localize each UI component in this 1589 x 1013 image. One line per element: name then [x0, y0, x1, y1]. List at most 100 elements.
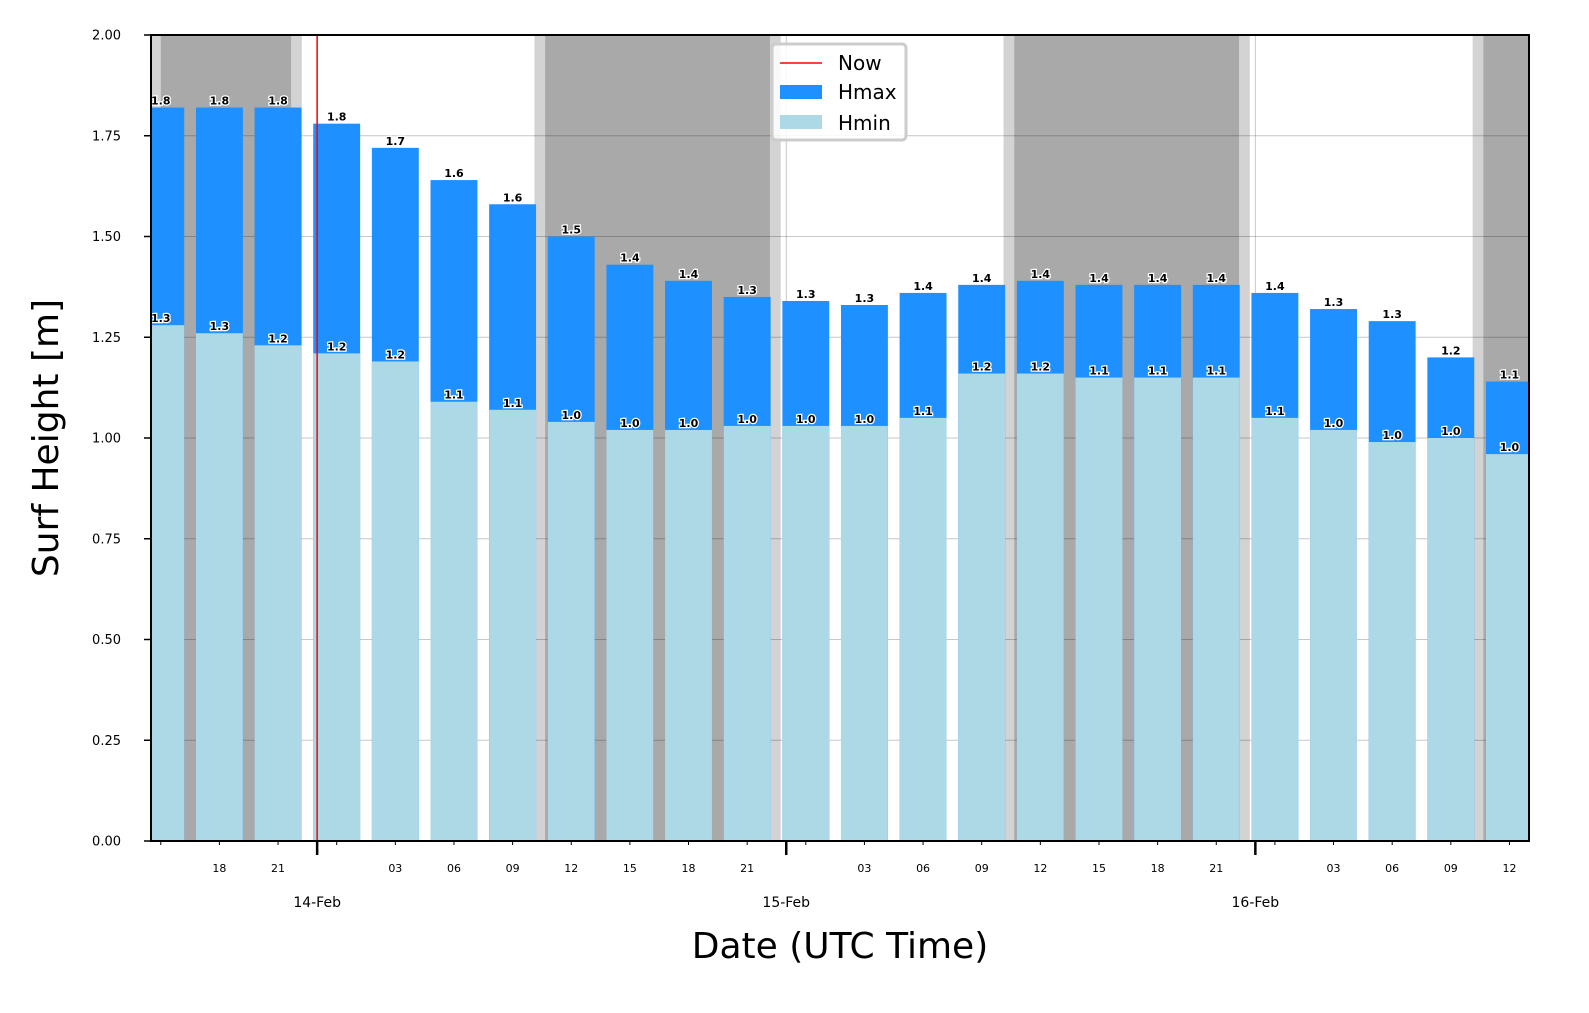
hmin-bar [1368, 442, 1416, 841]
hmin-bar [606, 429, 654, 841]
y-ticks-layer: 0.00 0.25 0.50 0.75 1.00 1.25 1.50 1.75 2.00 [92, 29, 151, 850]
hmin-value-label: 1.2 [1031, 361, 1051, 374]
bars-layer [151, 107, 1529, 842]
hmin-bar [1427, 438, 1475, 841]
hmin-value-label: 1.0 [1324, 417, 1344, 430]
x-date-label: 14-Feb [293, 895, 341, 911]
hmin-bar [430, 401, 478, 841]
hmin-bar [840, 425, 888, 841]
x-hour-label: 09 [1444, 862, 1458, 875]
hmax-value-label: 1.1 [1500, 369, 1520, 382]
hmax-value-label: 1.4 [620, 252, 640, 265]
hmin-bar [958, 373, 1006, 841]
hmax-value-label: 1.6 [444, 167, 464, 180]
hmin-bar [665, 429, 712, 841]
bar-labels-layer: 1.8 1.3 1.8 1.3 1.8 1.2 1.8 1.2 1.7 1.2 1.6 1.1 1.6 1… [150, 93, 1521, 455]
hmax-value-label: 1.8 [151, 95, 171, 108]
hmax-value-label: 1.4 [1089, 272, 1109, 285]
hmin-bar [1075, 377, 1123, 841]
hmin-value-label: 1.0 [737, 413, 757, 426]
x-date-label: 16-Feb [1232, 895, 1280, 911]
x-hour-label: 06 [916, 862, 930, 875]
hmax-value-label: 1.4 [1207, 272, 1227, 285]
hmin-bar [151, 325, 185, 841]
y-tick-label: 0.00 [92, 835, 121, 850]
hmin-bar [1016, 373, 1064, 841]
hmin-value-label: 1.2 [268, 332, 288, 345]
y-tick-label: 0.50 [92, 633, 121, 648]
legend-hmin-swatch [780, 115, 822, 129]
hmax-value-label: 1.3 [1324, 296, 1344, 309]
x-hour-label: 09 [975, 862, 989, 875]
hmin-value-label: 1.2 [972, 361, 992, 374]
hmin-bar [1251, 417, 1299, 841]
x-date-label: 15-Feb [762, 895, 810, 911]
legend: Now Hmax Hmin [770, 42, 908, 142]
hmax-value-label: 1.7 [386, 135, 406, 148]
y-tick-label: 1.75 [92, 129, 121, 144]
hmin-bar [899, 417, 947, 841]
x-ticks-layer: 18 21 03 06 09 12 15 18 21 03 06 09 12 15 18 21 03 06 09 12… [160, 841, 1516, 911]
x-hour-label: 12 [1502, 862, 1516, 875]
hmin-value-label: 1.1 [444, 389, 464, 402]
x-hour-label: 18 [682, 862, 696, 875]
hmin-value-label: 1.0 [796, 413, 816, 426]
hmin-value-label: 1.0 [561, 409, 581, 422]
hmin-bar [1310, 429, 1357, 841]
x-hour-label: 09 [506, 862, 520, 875]
legend-hmax-label: Hmax [838, 80, 897, 104]
y-tick-label: 0.25 [92, 734, 121, 749]
x-hour-label: 03 [857, 862, 871, 875]
hmin-value-label: 1.0 [679, 417, 699, 430]
hmin-value-label: 1.0 [1382, 429, 1402, 442]
hmin-value-label: 1.2 [386, 348, 406, 361]
x-hour-label: 06 [1385, 862, 1399, 875]
x-hour-label: 06 [447, 862, 461, 875]
hmax-value-label: 1.3 [737, 284, 757, 297]
y-tick-label: 0.75 [92, 532, 121, 547]
hmax-value-label: 1.8 [327, 111, 347, 124]
x-hour-label: 18 [212, 862, 226, 875]
hmin-bar [371, 361, 419, 841]
hmin-bar [1134, 377, 1182, 841]
x-axis-label: Date (UTC Time) [692, 926, 989, 967]
hmin-value-label: 1.3 [210, 320, 230, 333]
hmax-value-label: 1.8 [268, 95, 288, 108]
x-hour-label: 21 [740, 862, 754, 875]
y-tick-label: 1.50 [92, 230, 121, 245]
hmin-value-label: 1.1 [1089, 365, 1109, 378]
hmin-bar [254, 345, 302, 841]
hmin-bar [489, 409, 537, 841]
y-tick-label: 1.00 [92, 432, 121, 447]
legend-hmax-swatch [780, 85, 822, 99]
hmin-value-label: 1.0 [1441, 425, 1461, 438]
hmax-value-label: 1.8 [210, 95, 230, 108]
hmax-value-label: 1.3 [796, 288, 816, 301]
x-hour-label: 21 [271, 862, 285, 875]
y-axis-label: Surf Height [m] [26, 299, 67, 577]
hmin-value-label: 1.2 [327, 340, 347, 353]
hmax-value-label: 1.3 [1382, 308, 1402, 321]
legend-hmin-label: Hmin [838, 111, 891, 135]
hmax-value-label: 1.4 [913, 280, 933, 293]
y-tick-label: 2.00 [92, 29, 121, 44]
hmin-value-label: 1.0 [620, 417, 640, 430]
hmin-bar [723, 425, 771, 841]
y-tick-label: 1.25 [92, 331, 121, 346]
legend-now-label: Now [838, 51, 882, 75]
hmin-value-label: 1.1 [1148, 365, 1168, 378]
hmin-value-label: 1.0 [1500, 441, 1520, 454]
hmin-bar [1485, 454, 1529, 841]
hmin-value-label: 1.1 [1265, 405, 1285, 418]
x-hour-label: 15 [623, 862, 637, 875]
hmin-value-label: 1.1 [913, 405, 933, 418]
x-hour-label: 12 [564, 862, 578, 875]
hmin-bar [782, 425, 830, 841]
x-hour-label: 18 [1151, 862, 1165, 875]
x-hour-label: 15 [1092, 862, 1106, 875]
hmin-value-label: 1.1 [503, 397, 523, 410]
hmax-value-label: 1.4 [679, 268, 699, 281]
hmax-value-label: 1.2 [1441, 344, 1461, 357]
